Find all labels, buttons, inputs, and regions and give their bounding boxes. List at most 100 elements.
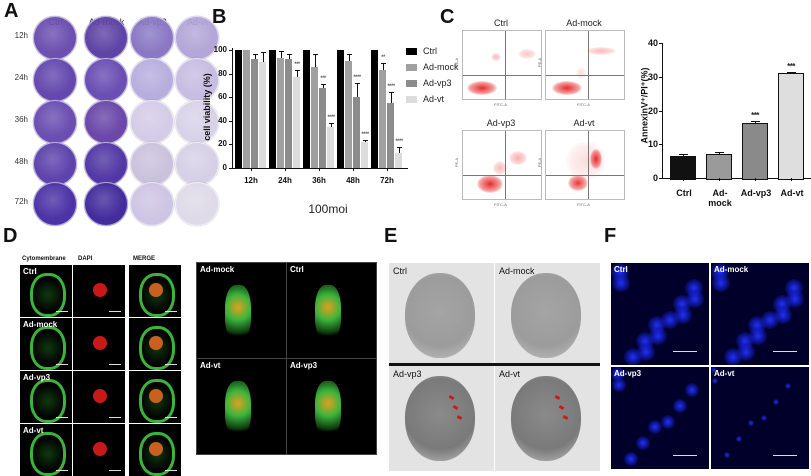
scale-bar <box>773 351 797 352</box>
nucleus-blob <box>749 327 767 345</box>
nucleus-blob <box>648 420 662 434</box>
image-label: Ad-mock <box>714 265 749 274</box>
bar <box>327 126 334 168</box>
culture-plate <box>84 58 128 102</box>
significance-marker: ** <box>381 54 385 61</box>
legend-item: Ctrl <box>406 46 437 56</box>
nucleus-blob <box>773 399 779 405</box>
bar <box>345 60 352 168</box>
significance-marker: **** <box>395 138 403 145</box>
nucleus-blob <box>612 274 630 292</box>
flow-scatter-plot <box>545 30 625 100</box>
nucleus-blob <box>674 306 692 324</box>
legend-item: Ad-mock <box>406 62 459 72</box>
event-cloud <box>552 81 582 95</box>
scale-bar <box>109 417 121 418</box>
flow-scatter-plot <box>462 130 542 200</box>
bar <box>277 58 284 168</box>
row-header: 12h <box>14 31 28 40</box>
flow-y-axis-label: PE-A <box>454 57 460 68</box>
x-tick <box>353 168 354 171</box>
culture-plate <box>130 16 174 60</box>
dapi-image: Ad-mock <box>711 263 809 365</box>
cell-3d <box>315 381 341 437</box>
nucleus-stain <box>149 336 163 350</box>
panel-letter-f: F <box>604 225 617 247</box>
scale-bar <box>165 364 177 365</box>
flow-y-axis-label: PE-A <box>454 157 460 168</box>
cell-3d <box>225 285 251 341</box>
nucleus-blob <box>774 306 792 324</box>
culture-plate <box>84 142 128 186</box>
tem-image: Ad-vp3 <box>389 366 494 471</box>
legend-item: Ad-vp3 <box>406 78 452 88</box>
error-bar <box>330 123 332 127</box>
significance-marker: *** <box>294 62 300 69</box>
error-bar <box>254 53 256 60</box>
nucleus-blob <box>611 367 625 381</box>
scale-bar <box>56 417 68 418</box>
x-tick-label: Ad-vt <box>780 188 804 198</box>
culture-plate <box>175 100 219 144</box>
quadrant-gate-vertical <box>588 131 589 199</box>
nucleus-blob <box>724 452 730 458</box>
nucleus-blob <box>686 290 704 308</box>
flow-x-axis-label: FITC-A <box>577 202 590 207</box>
x-tick-label: 24h <box>278 176 292 185</box>
x-axis-label: 100moi <box>308 202 348 216</box>
image-label: Ctrl <box>614 265 628 274</box>
confocal-image <box>73 424 125 476</box>
legend-label: Ad-vt <box>423 94 445 104</box>
scale-bar <box>56 364 68 365</box>
y-tick-label: 0 <box>652 173 658 183</box>
y-tick <box>229 120 232 122</box>
error-cap <box>354 83 360 85</box>
membrane-stain <box>30 379 66 423</box>
row-label: Ad-vp3 <box>23 373 51 382</box>
event-cloud <box>509 151 527 165</box>
image-label: Ad-vt <box>714 369 735 378</box>
panel-c-apoptosis-chart: AnnexinV⁺/PI⁺(%) 0 10 20 30 40 Ctrl Ad-mock ***… <box>630 20 811 230</box>
row-label: Ad-vt <box>23 426 44 435</box>
cell-ultrastructure <box>405 273 475 358</box>
culture-plate <box>130 182 174 226</box>
scale-bar <box>109 311 121 312</box>
flow-plot-title: Ctrl <box>494 18 508 28</box>
bar <box>319 87 326 168</box>
error-bar <box>719 152 720 156</box>
cell-3d <box>225 381 251 437</box>
column-header: DAPI <box>78 256 93 262</box>
bar <box>311 66 318 168</box>
y-tick-label: 20 <box>647 105 658 116</box>
error-bar <box>382 62 384 71</box>
row-label: Ctrl <box>23 267 37 276</box>
cell-ultrastructure <box>511 273 581 358</box>
flow-scatter-plot <box>545 130 625 200</box>
dapi-image: Ctrl <box>611 263 709 365</box>
culture-plate <box>33 182 77 226</box>
error-bar <box>390 92 392 104</box>
flow-plot-title: Ad-vt <box>573 118 595 128</box>
nucleus-blob <box>685 383 699 397</box>
bar <box>742 123 768 180</box>
tem-image: Ad-mock <box>495 263 600 364</box>
event-cloud <box>590 149 602 169</box>
3d-reconstruction-image: Ad-vp3 <box>286 358 377 455</box>
culture-plate <box>33 58 77 102</box>
x-tick <box>285 168 286 171</box>
image-label: Ad-mock <box>499 266 535 276</box>
y-tick <box>659 76 662 78</box>
scale-bar <box>165 311 177 312</box>
x-tick <box>251 168 252 171</box>
error-cap <box>260 52 266 54</box>
row-header: 24h <box>14 73 28 82</box>
bar <box>353 97 360 168</box>
legend-label: Ad-mock <box>423 62 459 72</box>
scale-bar <box>673 351 697 352</box>
x-axis <box>232 168 408 169</box>
nucleus-blob <box>661 415 675 429</box>
row-header: 36h <box>14 115 28 124</box>
x-tick-label: 36h <box>312 176 326 185</box>
nucleus-stain <box>93 442 107 456</box>
y-tick-label: 60 <box>218 92 227 102</box>
